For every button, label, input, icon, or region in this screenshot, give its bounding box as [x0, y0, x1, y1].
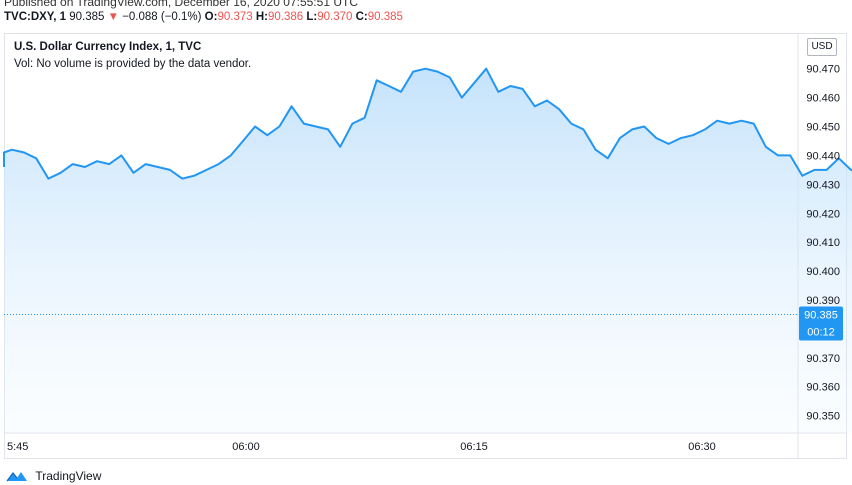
- y-tick-label: 90.400: [806, 266, 840, 278]
- last-price-badge: [799, 306, 843, 341]
- open-value: 90.373: [217, 11, 253, 23]
- x-tick-label: 06:15: [460, 441, 488, 453]
- down-arrow-icon: ▼: [107, 11, 119, 23]
- open-label: O:: [204, 11, 218, 23]
- high-value: 90.386: [267, 11, 304, 23]
- brand-name: TradingView: [35, 468, 102, 483]
- last-price: 90.385: [69, 11, 105, 23]
- y-tick-label: 90.360: [806, 382, 840, 394]
- tradingview-logo-icon: [6, 471, 27, 482]
- published-note: Published on TradingView.com, December 1…: [4, 0, 358, 9]
- tradingview-brand[interactable]: TradingView: [6, 468, 101, 483]
- y-tick-label: 90.390: [806, 295, 840, 307]
- close-label: C:: [355, 11, 368, 23]
- y-tick-label: 90.450: [806, 122, 840, 134]
- x-tick-label: 06:30: [688, 441, 716, 453]
- x-tick-label: 5:45: [7, 441, 28, 453]
- chart-title: U.S. Dollar Currency Index, 1, TVC: [14, 41, 202, 53]
- y-tick-label: 90.430: [806, 179, 840, 191]
- volume-note: Vol: No volume is provided by the data v…: [14, 58, 252, 70]
- low-value: 90.370: [317, 11, 353, 23]
- last-price-badge-value: 90.385: [804, 309, 838, 321]
- high-label: H:: [255, 11, 268, 23]
- y-tick-label: 90.420: [806, 208, 840, 220]
- price-change: −0.088 (−0.1%): [122, 11, 202, 23]
- low-label: L:: [306, 11, 318, 23]
- currency-button[interactable]: USD: [807, 38, 837, 56]
- y-tick-label: 90.470: [806, 64, 840, 76]
- y-tick-label: 90.410: [806, 237, 840, 249]
- y-tick-label: 90.350: [806, 411, 840, 423]
- x-tick-label: 06:00: [232, 441, 260, 453]
- y-tick-label: 90.460: [806, 93, 840, 105]
- symbol-label: TVC:DXY, 1: [4, 11, 66, 23]
- symbol-ohlc-bar: TVC:DXY, 1 90.385 ▼ −0.088 (−0.1%) O:90.…: [4, 11, 403, 23]
- price-area-fill: [4, 68, 852, 433]
- bar-countdown: 00:12: [807, 326, 835, 338]
- close-value: 90.385: [367, 11, 403, 23]
- y-tick-label: 90.370: [806, 353, 840, 365]
- y-tick-label: 90.440: [806, 150, 840, 162]
